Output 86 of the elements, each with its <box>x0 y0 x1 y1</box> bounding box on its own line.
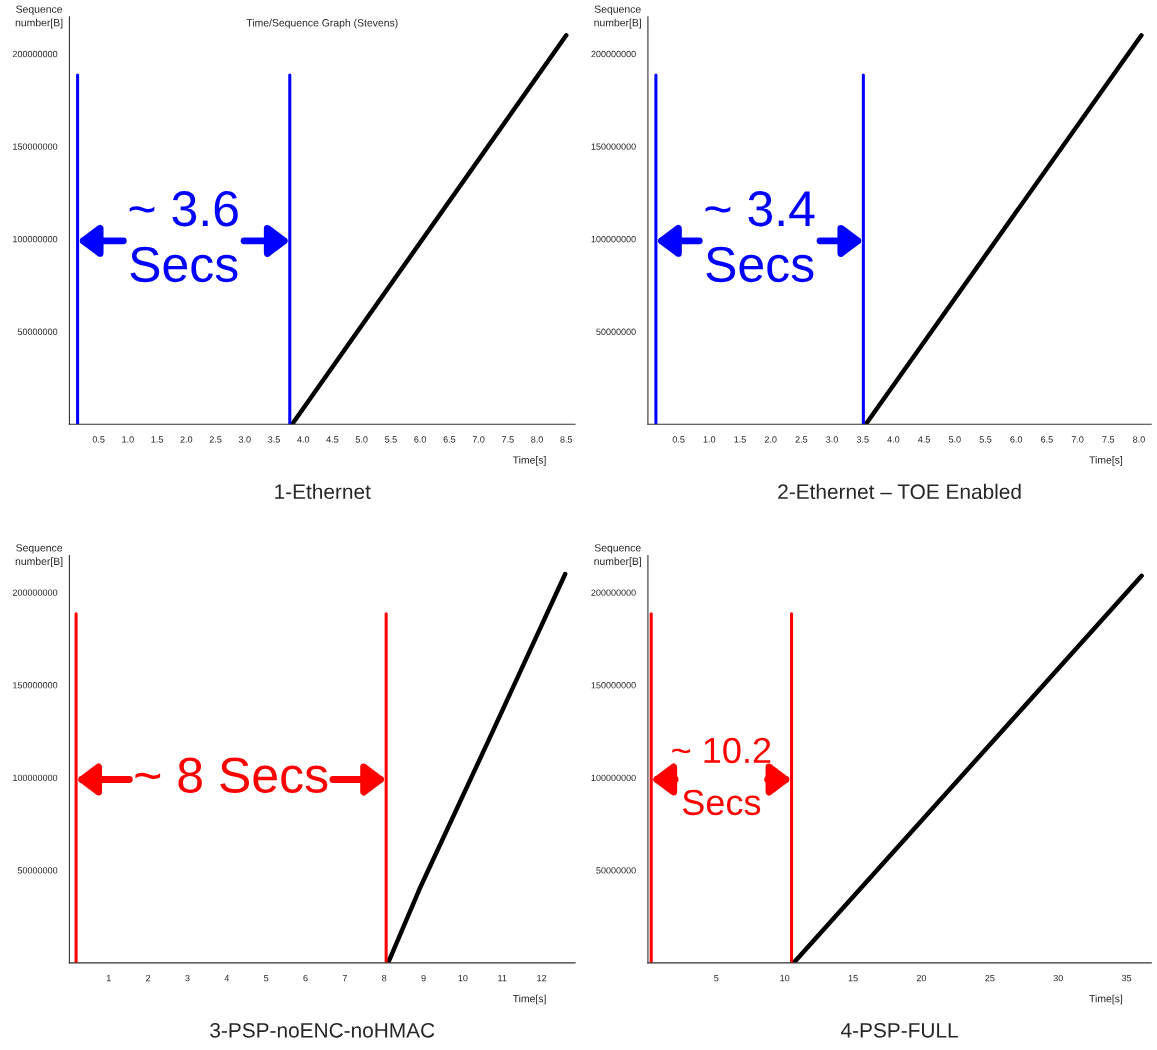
x-tick-label: 5.5 <box>384 436 397 443</box>
x-tick-label: 9 <box>421 974 426 982</box>
annotation: ~ 3.4 Secs <box>705 191 815 283</box>
x-tick-label: 7.5 <box>1102 436 1115 443</box>
y-tick-label: 50000000 <box>596 867 636 874</box>
x-tick-label: 6.0 <box>1010 436 1023 443</box>
x-tick-label: 25 <box>985 974 995 982</box>
x-tick-label: 6 <box>303 974 308 982</box>
y-tick-label: 50000000 <box>17 328 58 335</box>
y-axis-title: Sequence number[B] <box>594 544 642 568</box>
annotation: ~ 3.6 Secs <box>129 191 238 283</box>
x-tick-label: 7.5 <box>502 436 514 443</box>
chart-subtitle: Time/Sequence Graph (Stevens) <box>246 18 398 29</box>
x-tick-label: 3.0 <box>826 436 838 443</box>
y-tick-label: 150000000 <box>13 682 58 689</box>
x-tick-label: 12 <box>537 974 547 982</box>
x-tick-label: 3 <box>185 974 190 982</box>
text: 1-Ethernet <box>275 483 371 500</box>
x-tick-label: 6.5 <box>443 436 456 443</box>
y-tick-label: 200000000 <box>12 50 58 58</box>
x-axis-title: Time[s] <box>512 456 546 466</box>
x-tick-label: 8.0 <box>1133 436 1145 443</box>
y-axis-title: Sequence number[B] <box>15 5 63 29</box>
x-tick-label: 5.0 <box>355 436 368 443</box>
x-tick-label: 30 <box>1053 974 1063 982</box>
x-tick-label: 5 <box>714 974 719 982</box>
x-tick-label: 5 <box>264 974 269 982</box>
annotation: ~ 10.2 Secs <box>672 737 771 816</box>
y-tick-label: 200000000 <box>591 589 636 596</box>
x-tick-label: 4.0 <box>887 436 900 443</box>
annotation: ~ 8 Secs <box>135 757 328 793</box>
text: 2-Ethernet – TOE Enabled <box>778 483 1021 500</box>
x-axis-title: Time[s] <box>512 994 546 1005</box>
y-tick-label: 50000000 <box>596 328 636 335</box>
y-axis-title: Sequence number[B] <box>594 5 642 29</box>
x-tick-label: 6.5 <box>1041 436 1053 443</box>
y-tick-label: 100000000 <box>591 235 636 243</box>
x-tick-label: 10 <box>458 974 468 982</box>
x-tick-label: 2.5 <box>795 436 808 443</box>
y-tick-label: 200000000 <box>12 589 58 596</box>
x-tick-label: 0.5 <box>92 436 105 443</box>
x-tick-label: 3.5 <box>856 436 869 443</box>
y-tick-label: 150000000 <box>13 143 58 150</box>
y-tick-label: 100000000 <box>591 774 636 782</box>
x-tick-label: 8.0 <box>531 436 543 443</box>
x-tick-label: 5.5 <box>979 436 992 443</box>
x-tick-label: 6.0 <box>414 436 427 443</box>
x-tick-label: 2.0 <box>764 436 777 443</box>
x-tick-label: 2.5 <box>209 436 222 443</box>
x-axis-title: Time[s] <box>1089 456 1123 466</box>
x-tick-label: 11 <box>498 974 507 982</box>
x-tick-label: 4 <box>224 974 230 982</box>
x-tick-label: 8.5 <box>560 436 573 443</box>
x-tick-label: 1 <box>106 974 111 982</box>
x-tick-label: 7.0 <box>1071 436 1084 443</box>
text: 4-PSP-FULL <box>841 1022 958 1038</box>
x-tick-label: 3.5 <box>268 436 280 443</box>
y-tick-label: 200000000 <box>591 50 636 58</box>
y-tick-label: 100000000 <box>13 774 58 782</box>
x-tick-label: 35 <box>1121 974 1132 982</box>
x-tick-label: 1.0 <box>703 436 716 443</box>
x-tick-label: 1.0 <box>122 436 134 443</box>
x-tick-label: 0.5 <box>672 436 685 443</box>
x-tick-label: 7 <box>342 974 347 982</box>
x-tick-label: 8 <box>382 974 387 982</box>
x-tick-label: 1.5 <box>151 436 163 443</box>
x-tick-label: 4.5 <box>918 436 931 443</box>
x-tick-label: 7.0 <box>472 436 485 443</box>
x-tick-label: 4.0 <box>297 436 310 443</box>
y-tick-label: 150000000 <box>591 143 636 150</box>
y-tick-label: 150000000 <box>591 682 636 689</box>
x-tick-label: 1.5 <box>734 436 746 443</box>
y-tick-label: 100000000 <box>13 235 58 243</box>
x-tick-label: 3.0 <box>238 436 251 443</box>
line-series <box>385 571 568 963</box>
x-tick-label: 2.0 <box>180 436 193 443</box>
text: 3-PSP-noENC-noHMAC <box>210 1022 435 1038</box>
y-axis-title: Sequence number[B] <box>15 544 63 568</box>
x-axis-title: Time[s] <box>1089 994 1123 1005</box>
x-tick-label: 5.0 <box>948 436 961 443</box>
y-tick-label: 50000000 <box>17 867 58 874</box>
x-tick-label: 15 <box>848 974 858 982</box>
x-tick-label: 10 <box>780 974 790 982</box>
x-tick-label: 4.5 <box>326 436 339 443</box>
x-tick-label: 2 <box>146 974 151 982</box>
x-tick-label: 20 <box>916 974 927 982</box>
